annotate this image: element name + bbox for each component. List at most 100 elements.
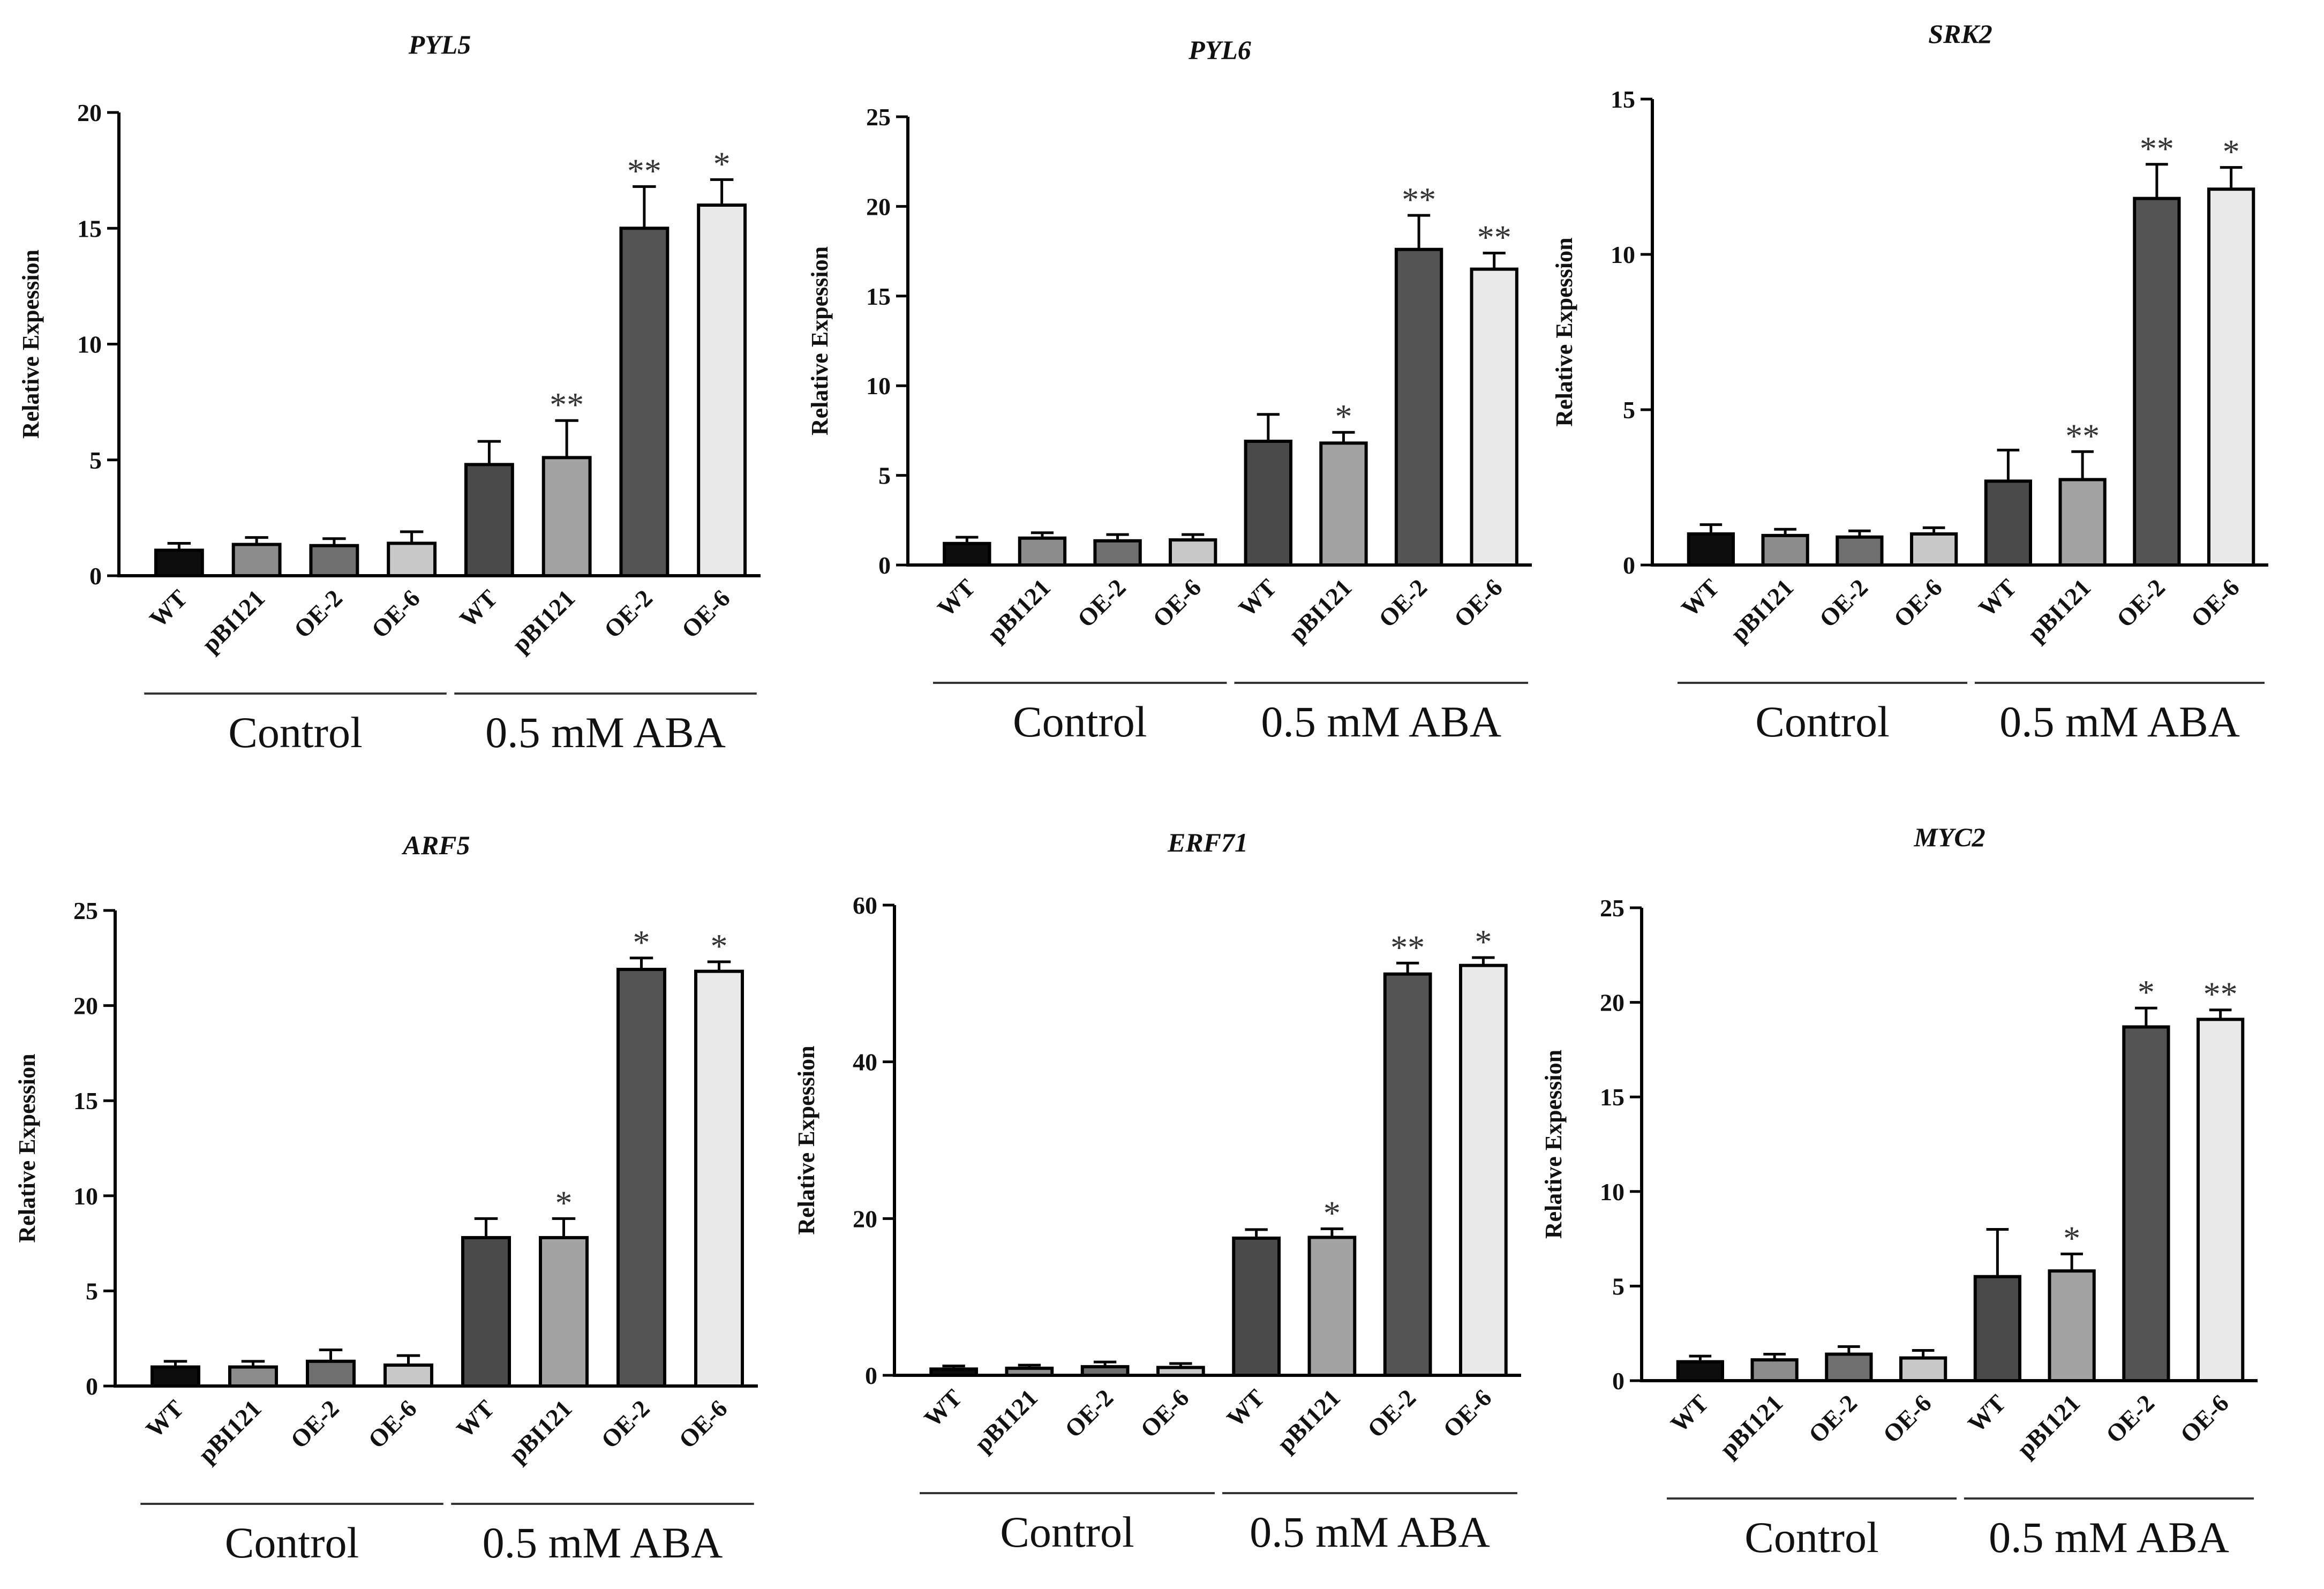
x-tick-label: pBI121 <box>982 574 1056 647</box>
x-tick-label: OE-6 <box>1147 574 1206 632</box>
x-tick-label: OE-6 <box>2186 574 2245 632</box>
x-tick-label: WT <box>932 574 980 622</box>
bar <box>1750 1358 1799 1382</box>
x-tick-label: WT <box>451 1395 499 1443</box>
x-tick-label: WT <box>140 1395 189 1443</box>
bar <box>616 968 666 1388</box>
bar <box>1156 1366 1205 1377</box>
group-label: 0.5 mM ABA <box>1989 1513 2229 1562</box>
bar <box>1973 1275 2021 1382</box>
significance-marker: ** <box>550 386 584 424</box>
bar <box>697 204 747 577</box>
bar <box>2122 1025 2170 1382</box>
bar <box>2048 1269 2096 1383</box>
bar <box>1080 1365 1130 1377</box>
bar <box>1836 535 1884 567</box>
x-tick-label: WT <box>1221 1384 1269 1432</box>
x-tick-label: OE-2 <box>596 1395 655 1454</box>
chart-title: PYL6 <box>1188 35 1251 65</box>
significance-marker: ** <box>2140 130 2174 168</box>
significance-marker: * <box>555 1184 573 1222</box>
bar <box>1761 533 1809 567</box>
bar <box>2197 1018 2245 1382</box>
bar <box>1459 963 1508 1377</box>
bar <box>2207 187 2255 567</box>
bar <box>1005 1366 1054 1377</box>
significance-marker: * <box>713 145 731 183</box>
group-label: Control <box>1744 1513 1879 1562</box>
significance-marker: * <box>1323 1194 1341 1232</box>
group-label: Control <box>228 708 363 757</box>
chart-title: SRK2 <box>1928 19 1992 49</box>
y-axis-label: Relative Expession <box>14 1053 40 1242</box>
group-label: Control <box>1000 1508 1134 1556</box>
x-tick-label: OE-6 <box>1438 1384 1496 1443</box>
x-tick-label: OE-6 <box>366 584 425 643</box>
bar <box>383 1363 433 1388</box>
bar <box>1319 441 1368 567</box>
x-tick-label: pBI121 <box>503 1395 577 1468</box>
y-tick-label: 20 <box>73 992 98 1020</box>
significance-marker: ** <box>2065 417 2100 455</box>
significance-marker: * <box>1335 397 1352 435</box>
bar <box>461 1236 511 1388</box>
x-tick-label: pBI121 <box>1272 1384 1345 1457</box>
bar <box>1307 1236 1357 1377</box>
group-label: 0.5 mM ABA <box>485 708 726 757</box>
significance-marker: * <box>711 927 728 965</box>
y-tick-label: 20 <box>77 99 102 126</box>
bar <box>1687 532 1735 567</box>
x-tick-label: OE-6 <box>676 584 735 643</box>
group-label: Control <box>1755 697 1890 746</box>
significance-marker: * <box>2063 1219 2080 1257</box>
y-tick-label: 15 <box>73 1087 98 1114</box>
x-tick-label: WT <box>1962 1389 2011 1437</box>
x-tick-label: OE-6 <box>673 1395 732 1454</box>
significance-marker: * <box>2138 973 2155 1011</box>
y-tick-label: 40 <box>853 1049 877 1076</box>
y-tick-label: 15 <box>77 215 102 242</box>
x-tick-label: pBI121 <box>1283 574 1357 647</box>
y-tick-label: 5 <box>89 447 102 474</box>
x-tick-label: OE-2 <box>2101 1389 2160 1448</box>
bar <box>1470 267 1518 567</box>
y-axis-label: Relative Expession <box>1540 1050 1567 1239</box>
bar <box>1018 536 1067 567</box>
x-tick-label: WT <box>1676 574 1724 622</box>
y-tick-label: 20 <box>853 1205 877 1232</box>
y-tick-label: 25 <box>73 897 98 924</box>
group-label: Control <box>1013 697 1147 746</box>
x-tick-label: pBI121 <box>1725 574 1799 647</box>
bar <box>151 1365 200 1388</box>
bar <box>231 543 282 577</box>
y-tick-label: 0 <box>878 552 891 579</box>
significance-marker: ** <box>1477 218 1511 256</box>
y-tick-label: 10 <box>1611 241 1635 268</box>
significance-marker: ** <box>1390 928 1425 966</box>
y-tick-label: 25 <box>1600 894 1624 922</box>
group-label: 0.5 mM ABA <box>1999 697 2240 746</box>
x-tick-label: WT <box>1973 574 2021 622</box>
x-tick-label: pBI121 <box>2012 1389 2085 1463</box>
bar <box>1825 1352 1873 1382</box>
y-tick-label: 10 <box>73 1183 98 1210</box>
x-tick-label: OE-6 <box>1878 1389 1937 1448</box>
y-tick-label: 0 <box>1623 552 1635 579</box>
bar <box>1244 439 1292 567</box>
y-tick-label: 0 <box>86 1373 98 1400</box>
x-tick-label: pBI121 <box>969 1384 1043 1457</box>
bar <box>1899 1356 1947 1382</box>
x-tick-label: OE-2 <box>1362 1384 1421 1443</box>
y-tick-label: 0 <box>89 562 102 590</box>
x-tick-label: pBI121 <box>1714 1389 1788 1463</box>
x-tick-label: pBI121 <box>197 584 270 658</box>
y-tick-label: 5 <box>86 1277 98 1305</box>
y-tick-label: 5 <box>1623 396 1635 424</box>
bar <box>309 544 359 578</box>
x-tick-label: OE-6 <box>363 1395 422 1454</box>
